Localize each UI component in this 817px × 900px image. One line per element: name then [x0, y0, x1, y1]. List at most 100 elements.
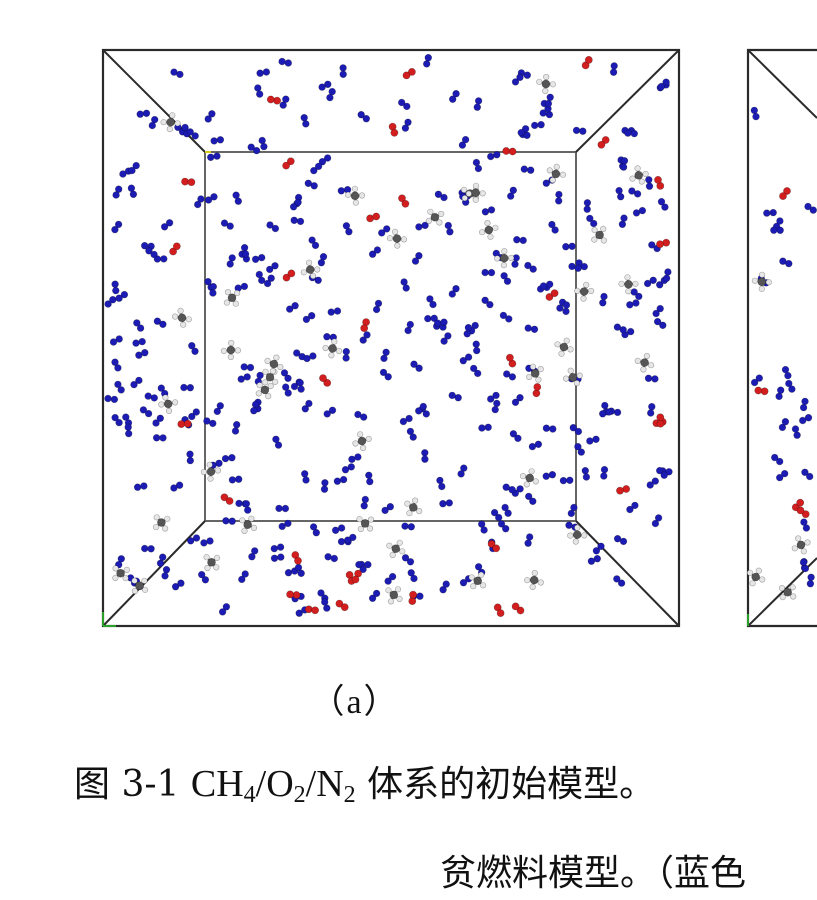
nitrogen-molecule-atom: [228, 254, 236, 262]
nitrogen-molecule: [653, 317, 667, 329]
carbon-atom: [484, 225, 494, 235]
nitrogen-molecule-atom: [156, 559, 165, 567]
nitrogen-molecule: [472, 158, 483, 173]
nitrogen-molecule-atom: [323, 333, 331, 341]
nitrogen-molecule-atom: [615, 186, 623, 195]
nitrogen-molecule-atom: [511, 78, 520, 86]
nitrogen-molecule-atom: [373, 246, 382, 254]
nitrogen-molecule-atom: [374, 299, 383, 308]
nitrogen-molecule-atom: [592, 435, 600, 443]
nitrogen-molecule-atom: [289, 203, 298, 211]
nitrogen-molecule-atom: [521, 125, 530, 133]
nitrogen-molecule-atom: [310, 182, 318, 190]
formula-sub-2a: 2: [293, 782, 306, 808]
nitrogen-molecule: [266, 262, 279, 274]
nitrogen-molecule-atom: [221, 454, 230, 463]
nitrogen-molecule: [662, 268, 672, 282]
hydrogen-atom: [791, 545, 798, 552]
nitrogen-molecule-atom: [474, 563, 483, 571]
hydrogen-atom: [386, 235, 394, 242]
carbon-atom: [157, 518, 166, 527]
nitrogen-molecule-atom: [439, 585, 447, 594]
hydrogen-atom: [227, 353, 234, 361]
nitrogen-molecule-atom: [497, 520, 506, 528]
hydrogen-atom: [526, 373, 533, 381]
nitrogen-molecule-atom: [398, 98, 406, 107]
nitrogen-molecule-atom: [440, 337, 448, 345]
nitrogen-molecule: [626, 501, 639, 514]
nitrogen-molecule-atom: [160, 223, 169, 231]
nitrogen-molecule-atom: [618, 220, 627, 229]
hydrogen-atom: [265, 393, 272, 400]
hydrogen-atom: [250, 524, 258, 532]
nitrogen-molecule-atom: [256, 90, 264, 98]
nitrogen-molecule-atom: [110, 395, 119, 404]
nitrogen-molecule-atom: [132, 161, 140, 170]
nitrogen-molecule: [133, 319, 145, 332]
nitrogen-molecule-atom: [270, 554, 279, 562]
hydrogen-atom: [537, 366, 544, 373]
nitrogen-molecule: [124, 423, 133, 438]
nitrogen-molecule: [144, 392, 159, 402]
hydrogen-atom: [572, 538, 579, 545]
nitrogen-molecule-atom: [597, 542, 605, 550]
nitrogen-molecule: [497, 520, 510, 533]
box-outer-face: [101, 48, 681, 628]
nitrogen-molecule: [632, 206, 647, 217]
oxygen-molecule: [597, 136, 610, 149]
nitrogen-molecule: [399, 414, 413, 426]
nitrogen-molecule: [279, 95, 290, 109]
nitrogen-molecule-atom: [241, 250, 250, 258]
nitrogen-molecule: [490, 508, 503, 522]
nitrogen-molecule-atom: [218, 608, 227, 616]
nitrogen-molecule: [804, 202, 817, 214]
nitrogen-molecule-atom: [646, 409, 655, 417]
nitrogen-molecule-atom: [643, 279, 652, 288]
formula-sub-2b: 2: [343, 782, 356, 808]
nitrogen-molecule-atom: [330, 554, 338, 563]
oxygen-molecule-atom: [502, 147, 511, 155]
nitrogen-molecule-atom: [460, 464, 468, 472]
carbon-atom: [551, 169, 561, 179]
hydrogen-atom: [386, 542, 393, 549]
oxygen-molecule: [220, 493, 234, 505]
nitrogen-molecule: [651, 514, 663, 528]
nitrogen-molecule-atom: [444, 221, 452, 230]
hydrogen-atom: [153, 523, 160, 531]
carbon-atom: [328, 344, 337, 353]
nitrogen-molecule-atom: [141, 349, 149, 357]
nitrogen-molecule-atom: [222, 517, 230, 525]
hydrogen-atom: [131, 587, 138, 595]
methane-molecule: [546, 163, 567, 184]
nitrogen-molecule-atom: [559, 476, 568, 485]
nitrogen-molecule-atom: [523, 131, 531, 140]
panel-a-simulation-box: [101, 48, 681, 628]
nitrogen-molecule-atom: [514, 434, 522, 442]
carbon-atom: [640, 358, 649, 367]
nitrogen-molecule-atom: [802, 524, 811, 532]
nitrogen-molecule-atom: [266, 265, 274, 274]
nitrogen-molecule-atom: [501, 503, 509, 512]
nitrogen-molecule-atom: [144, 392, 152, 400]
nitrogen-molecule: [524, 492, 537, 505]
nitrogen-molecule: [568, 262, 582, 272]
nitrogen-molecule-atom: [651, 519, 660, 528]
oxygen-molecule: [282, 269, 296, 282]
nitrogen-molecule: [384, 572, 397, 585]
nitrogen-molecule-atom: [490, 508, 499, 517]
nitrogen-molecule-atom: [503, 277, 512, 285]
nitrogen-molecule-atom: [251, 255, 260, 263]
methane-molecule: [385, 586, 403, 605]
box-b-edge-tl: [747, 49, 817, 119]
nitrogen-molecule-atom: [517, 128, 525, 137]
nitrogen-molecule: [581, 467, 591, 481]
oxygen-molecule-atom: [409, 590, 417, 599]
nitrogen-molecule-atom: [620, 214, 628, 222]
nitrogen-molecule-atom: [187, 537, 195, 545]
nitrogen-molecule-atom: [284, 568, 293, 577]
nitrogen-molecule-atom: [430, 314, 438, 322]
nitrogen-molecule: [801, 468, 814, 481]
hydrogen-atom: [392, 228, 399, 235]
hydrogen-atom: [206, 461, 213, 468]
nitrogen-molecule: [770, 226, 784, 235]
